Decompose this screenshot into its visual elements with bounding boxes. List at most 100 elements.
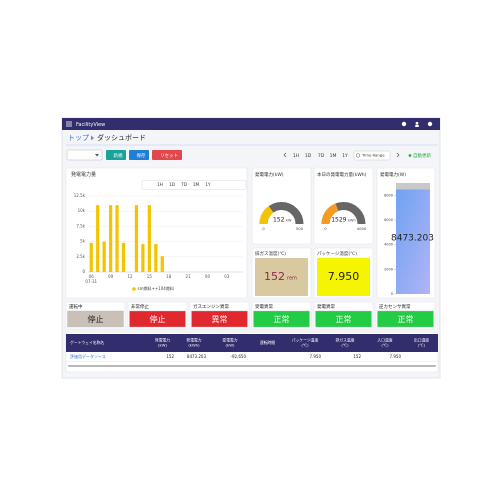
gauge-title: 発電電力(kW) bbox=[255, 171, 284, 178]
user-icon-body bbox=[415, 125, 419, 127]
tank-tick-label: 4000 bbox=[384, 243, 393, 247]
next-arrow[interactable] bbox=[396, 152, 400, 158]
bar bbox=[141, 244, 145, 272]
range-button[interactable]: 1D bbox=[169, 182, 175, 187]
panel-title: 発電電力量 bbox=[71, 171, 96, 178]
tile-title: パッケージ温度(℃) bbox=[317, 250, 357, 257]
prev-arrow[interactable] bbox=[283, 152, 287, 158]
gauge-unit: kW bbox=[286, 219, 292, 223]
time-range[interactable]: Time Range bbox=[361, 153, 385, 158]
range-button[interactable]: 7D bbox=[318, 153, 325, 159]
refresh-icon bbox=[408, 154, 412, 157]
gauge-value-arc bbox=[321, 203, 339, 225]
menu-icon[interactable] bbox=[66, 121, 72, 127]
x-tick-label: 21 bbox=[186, 274, 192, 279]
table-header bbox=[66, 334, 438, 352]
bar bbox=[134, 205, 139, 272]
time-range-box[interactable] bbox=[353, 150, 391, 161]
breadcrumb-separator bbox=[91, 135, 94, 141]
table-cell: 152 bbox=[166, 354, 174, 359]
bar bbox=[160, 256, 164, 272]
y-tick-label: 12.5k bbox=[74, 193, 86, 198]
y-tick-label: 5k bbox=[80, 239, 86, 244]
gauge-value-arc bbox=[259, 206, 274, 225]
table-cell: -92,650 bbox=[231, 354, 247, 359]
breadcrumb-link[interactable]: トップ bbox=[68, 134, 89, 142]
gauge-min: 0 bbox=[262, 226, 265, 231]
legend-label: sm燃料++104燃料 bbox=[138, 285, 174, 291]
bar bbox=[121, 242, 126, 272]
app-title: FacilityView bbox=[76, 122, 105, 128]
bar bbox=[96, 205, 100, 272]
x-date-label: 07-31 bbox=[85, 279, 97, 284]
tile-title: 排ガス温度(℃) bbox=[255, 250, 286, 257]
app-header bbox=[62, 118, 440, 130]
table-header-cell: 排ガス温度(℃) bbox=[336, 338, 355, 348]
settings-icon[interactable] bbox=[401, 121, 407, 127]
scrollbar[interactable] bbox=[68, 365, 436, 367]
range-button[interactable]: 1M bbox=[330, 153, 337, 159]
bar bbox=[154, 244, 158, 272]
table-header-cell: 発電電力(kWh) bbox=[186, 338, 201, 348]
status-label: 逆カセンサ異常 bbox=[379, 303, 411, 310]
auto-refresh[interactable]: 自動更新 bbox=[413, 152, 431, 159]
button-label[interactable]: 新規 bbox=[114, 152, 123, 159]
bar bbox=[102, 241, 106, 272]
tank-value: 8473.203 bbox=[391, 234, 434, 244]
y-tick-label: 7.5k bbox=[76, 223, 85, 228]
toolbar-button[interactable] bbox=[106, 150, 126, 160]
range-button[interactable]: 1M bbox=[193, 182, 200, 187]
tile-value-box bbox=[317, 258, 370, 296]
table-cell: 8473.203 bbox=[187, 354, 207, 359]
bar bbox=[108, 205, 113, 272]
status-label: 非常停止 bbox=[131, 303, 149, 310]
gauge-max: 500 bbox=[296, 226, 304, 231]
user-icon[interactable] bbox=[415, 121, 419, 125]
gauge-value: 1529 bbox=[331, 217, 346, 224]
x-tick-label: 09 bbox=[108, 274, 114, 279]
select-box[interactable] bbox=[66, 149, 103, 161]
tile-value: 152 bbox=[264, 270, 285, 283]
x-tick-label: 06 bbox=[89, 274, 95, 279]
tank-tick-label: 2000 bbox=[384, 267, 393, 271]
x-tick-label: 12 bbox=[127, 274, 133, 279]
status-state: 正常 bbox=[336, 315, 352, 324]
status-label: 運転中 bbox=[69, 303, 83, 310]
table-cell: 7.950 bbox=[390, 354, 402, 359]
range-button[interactable]: 1Y bbox=[205, 182, 211, 187]
toolbar-button[interactable] bbox=[129, 150, 149, 160]
range-button[interactable]: 1Y bbox=[342, 153, 348, 159]
x-tick-label: 00 bbox=[205, 274, 211, 279]
range-group bbox=[141, 180, 247, 190]
table-cell[interactable]: 評価用データソース bbox=[70, 353, 106, 359]
table-header-cell: ゲートウェイ名称名 bbox=[70, 340, 104, 345]
y-tick-label: 2.5k bbox=[76, 254, 85, 259]
tank-tick-label: 0 bbox=[391, 292, 393, 296]
bar bbox=[89, 242, 93, 272]
toolbar-button[interactable] bbox=[152, 150, 182, 160]
gauge-unit: kWh bbox=[348, 219, 356, 223]
tank-fill bbox=[396, 189, 430, 294]
y-tick-label: 10k bbox=[78, 208, 86, 213]
table-cell: 152 bbox=[353, 354, 361, 359]
bar bbox=[147, 205, 151, 272]
table-header-cell: 出口温度(℃) bbox=[414, 338, 429, 348]
range-button[interactable]: 7D bbox=[181, 182, 187, 187]
range-button[interactable]: 1D bbox=[305, 153, 312, 159]
table-header-cell: 入口温度(℃) bbox=[377, 338, 392, 348]
select-caret bbox=[95, 154, 99, 157]
button-label[interactable]: リセット bbox=[160, 153, 178, 159]
status-label: ガスエンジン異常 bbox=[193, 303, 229, 310]
button-label[interactable]: 保存 bbox=[137, 152, 146, 159]
status-box bbox=[315, 310, 372, 328]
status-box bbox=[377, 310, 434, 328]
help-icon[interactable] bbox=[427, 121, 433, 127]
range-button[interactable]: 1H bbox=[157, 182, 163, 187]
table-header-cell: パッケージ温度(℃) bbox=[292, 338, 319, 348]
status-box bbox=[191, 310, 248, 328]
status-state: 停止 bbox=[88, 314, 104, 324]
x-tick-label: 03 bbox=[224, 274, 230, 279]
range-button[interactable]: 1H bbox=[293, 153, 299, 159]
tile-value-box bbox=[255, 258, 308, 296]
status-box bbox=[129, 310, 186, 328]
